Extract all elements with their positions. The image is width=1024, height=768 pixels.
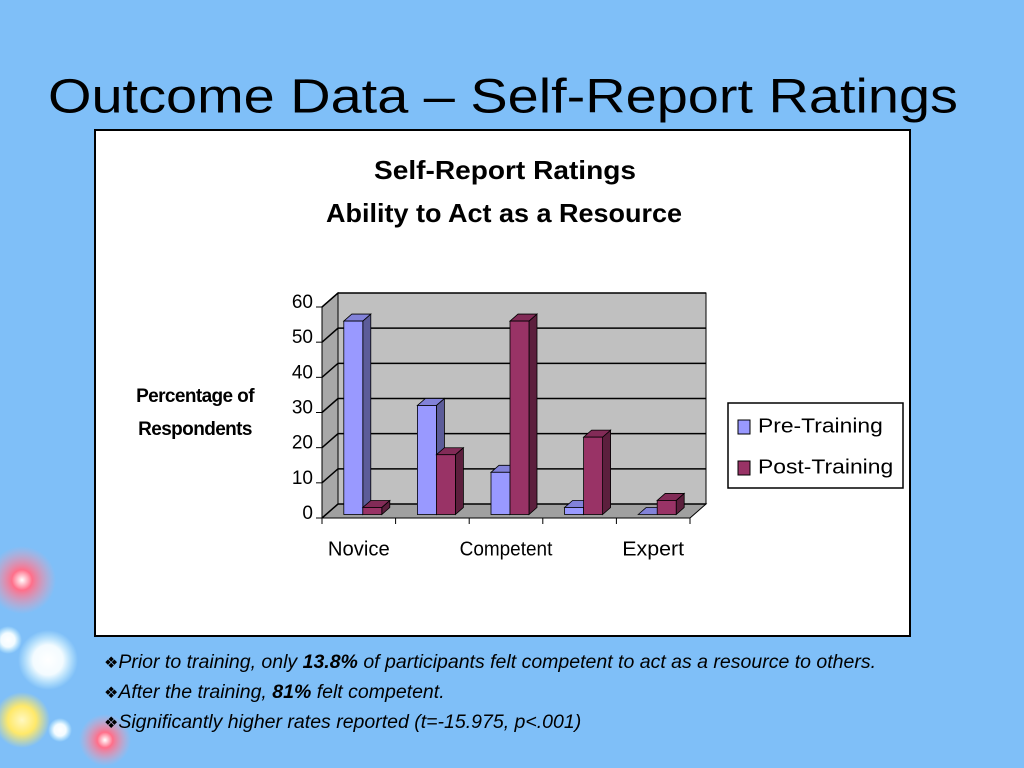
legend-label: Post-Training [758, 456, 893, 478]
y-tick-label: 30 [292, 398, 313, 419]
bullet-text: Significantly higher rates reported (t=-… [118, 711, 582, 733]
decoration [0, 626, 22, 654]
grid-line [321, 362, 706, 378]
y-tick-label: 10 [292, 468, 313, 489]
bar-front [435, 454, 456, 515]
bullet-text: Prior to training, only [118, 651, 303, 673]
bar [508, 313, 539, 516]
x-tick-label: Expert [622, 538, 684, 560]
bar [361, 499, 391, 516]
chart-subtitle: Ability to Act as a Resource [326, 198, 682, 228]
bar-front [564, 507, 584, 515]
bullet-text: After the training, [118, 681, 273, 703]
bar [342, 313, 372, 516]
decoration [48, 718, 72, 742]
x-tick-label: Novice [328, 538, 390, 560]
bar-front [490, 471, 511, 515]
bar-front [656, 500, 677, 515]
bar [582, 429, 612, 516]
legend-swatch [737, 460, 751, 476]
x-tick-label: Competent [460, 538, 553, 560]
decoration [0, 692, 50, 748]
y-tick-label: 40 [292, 362, 313, 383]
bar-side [454, 446, 464, 516]
y-tick-label: 50 [292, 327, 313, 348]
bullet-text: of participants felt competent to act as… [357, 651, 877, 673]
bar-side [528, 313, 538, 516]
y-tick-label: 60 [292, 292, 313, 313]
grid-line [321, 327, 706, 343]
bar-side [362, 313, 372, 516]
legend-label: Pre-Training [758, 415, 883, 437]
slide-title: Outcome Data – Self-Report Ratings [48, 71, 958, 124]
bullet-text: 13.8% [302, 651, 358, 673]
decoration [0, 546, 56, 614]
grid-line [321, 432, 706, 449]
grid-line [321, 292, 706, 308]
bar-front [509, 320, 530, 515]
y-tick-label: 20 [292, 433, 313, 454]
bar-front [362, 507, 383, 515]
grid-line [321, 397, 706, 414]
bar-front [416, 405, 437, 515]
bar-front [343, 320, 364, 515]
plot: 0 10 20 30 40 50 60 Novice Competent Expert Pre-Tr… [292, 291, 904, 560]
bar-front [583, 436, 603, 515]
bar-side [602, 429, 611, 516]
y-tick-label: 0 [302, 503, 313, 524]
legend-swatch [737, 419, 751, 435]
chart-title: Self-Report Ratings [374, 155, 636, 185]
bullet-text: 81% [272, 681, 312, 703]
bullet-text: felt competent. [311, 681, 445, 703]
bullet: After the training, 81% felt competent. [104, 678, 924, 708]
legend-box [727, 402, 904, 489]
y-axis-label: Percentage of Respondents [136, 386, 254, 440]
bullet: Significantly higher rates reported (t=-… [104, 708, 924, 738]
bar [435, 446, 465, 516]
bar [656, 492, 686, 516]
decoration [18, 630, 78, 690]
bullet: Prior to training, only 13.8% of partici… [104, 648, 924, 678]
bullet-list: Prior to training, only 13.8% of partici… [104, 648, 924, 738]
